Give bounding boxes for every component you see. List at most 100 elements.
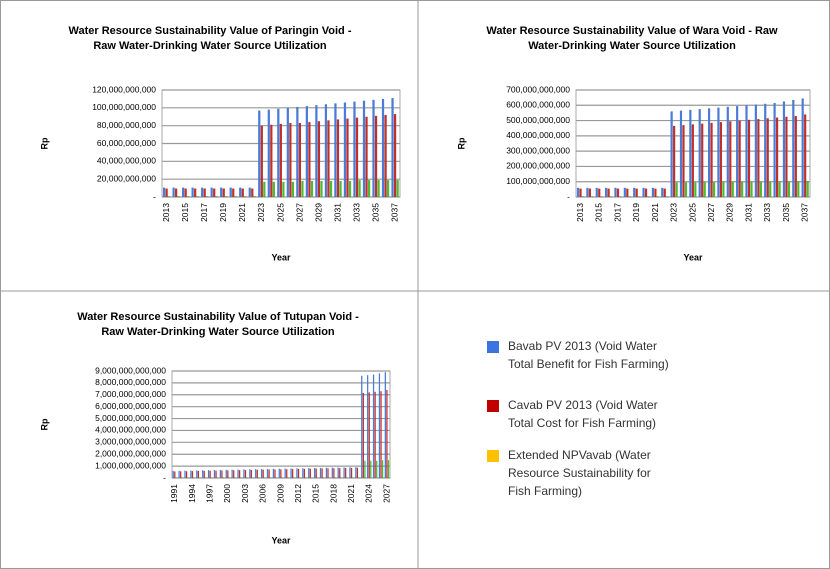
bar — [346, 477, 348, 478]
bar — [317, 477, 319, 478]
bar — [290, 468, 292, 478]
bar — [372, 99, 375, 197]
x-tick-label: 1991 — [169, 484, 179, 503]
bar — [339, 468, 341, 478]
bar — [365, 116, 368, 197]
x-tick-label: 2015 — [180, 203, 190, 222]
bar — [296, 468, 298, 478]
bar — [275, 477, 278, 478]
bar — [196, 196, 199, 197]
bar — [654, 188, 657, 197]
x-tick-label: 2023 — [669, 203, 679, 222]
bar — [213, 470, 216, 478]
bar — [336, 119, 340, 197]
bar — [364, 460, 366, 478]
bar — [287, 477, 289, 478]
bar — [393, 114, 397, 197]
bar — [311, 477, 313, 478]
x-axis-label: Year — [683, 252, 703, 262]
bar — [216, 477, 219, 478]
bar — [251, 188, 254, 197]
bar — [738, 120, 741, 197]
bar — [199, 477, 201, 478]
bar — [184, 470, 186, 478]
bar — [591, 196, 594, 197]
bar — [663, 188, 666, 197]
bar — [675, 182, 678, 197]
y-tick-label: 600,000,000,000 — [506, 100, 570, 110]
bar — [579, 188, 582, 197]
bar — [362, 100, 366, 197]
y-tick-label: 2,000,000,000,000 — [95, 448, 166, 458]
bar — [638, 196, 641, 197]
bar — [272, 181, 275, 197]
bar — [352, 477, 354, 478]
bar — [346, 118, 349, 197]
x-tick-label: 2029 — [725, 203, 735, 222]
bar — [329, 180, 333, 197]
x-tick-label: 2024 — [364, 484, 374, 503]
bar — [264, 477, 266, 478]
bar — [238, 470, 241, 478]
bar — [248, 187, 251, 197]
bar — [263, 181, 266, 197]
bar — [305, 106, 308, 197]
bar — [323, 477, 325, 478]
x-tick-label: 2025 — [687, 203, 697, 222]
bar — [656, 196, 660, 197]
x-tick-label: 2015 — [311, 484, 321, 503]
x-tick-label: 2027 — [381, 484, 391, 503]
x-tick-label: 2029 — [313, 203, 323, 222]
bar — [588, 188, 591, 197]
bar — [380, 391, 382, 478]
bar — [215, 196, 218, 197]
bar — [231, 469, 233, 478]
x-tick-label: 2033 — [351, 203, 361, 222]
y-tick-label: 8,000,000,000,000 — [95, 377, 166, 387]
bar — [797, 181, 800, 197]
bar — [309, 468, 311, 478]
bar — [345, 468, 347, 478]
bar — [754, 104, 757, 197]
y-tick-label: 100,000,000,000 — [92, 102, 156, 112]
bar — [340, 477, 342, 478]
bar — [703, 182, 706, 197]
y-tick-label: - — [567, 191, 570, 201]
bar — [348, 180, 352, 197]
bar — [757, 119, 760, 197]
bar — [279, 123, 282, 197]
bar — [291, 181, 295, 197]
chart-title: Water Resource Sustainability Value of P… — [68, 25, 351, 37]
bar — [270, 477, 272, 478]
bar — [635, 188, 638, 197]
bar — [185, 471, 188, 478]
y-tick-label: 6,000,000,000,000 — [95, 401, 166, 411]
y-tick-label: 300,000,000,000 — [506, 145, 570, 155]
bar — [386, 390, 388, 478]
y-tick-label: 200,000,000,000 — [506, 161, 570, 171]
y-axis-label: Rp — [456, 137, 466, 149]
bar — [333, 468, 335, 478]
bar — [759, 181, 762, 197]
y-tick-label: 3,000,000,000,000 — [95, 437, 166, 447]
bar — [343, 467, 345, 478]
bar — [203, 470, 205, 478]
bar — [766, 118, 769, 197]
bar — [308, 122, 311, 197]
bar — [313, 468, 316, 478]
bar — [228, 477, 231, 478]
bar — [310, 180, 314, 197]
x-tick-label: 2027 — [706, 203, 716, 222]
bar — [243, 469, 245, 478]
bar — [239, 187, 242, 197]
legend-swatch — [487, 450, 499, 462]
bar — [197, 470, 199, 478]
bar — [327, 120, 330, 197]
y-tick-label: 400,000,000,000 — [506, 130, 570, 140]
x-tick-label: 2035 — [781, 203, 791, 222]
bar — [666, 196, 669, 197]
bar — [684, 182, 688, 197]
bar — [272, 468, 275, 478]
x-tick-label: 2006 — [258, 484, 268, 503]
bar — [221, 470, 223, 478]
